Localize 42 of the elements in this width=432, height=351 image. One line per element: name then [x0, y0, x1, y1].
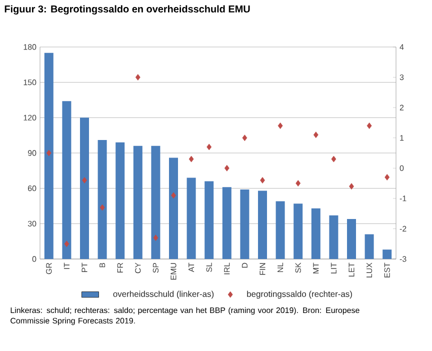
bar [80, 118, 89, 259]
point [331, 156, 336, 162]
bar [44, 52, 54, 259]
bar [364, 234, 374, 259]
point [100, 204, 105, 211]
point [64, 240, 70, 248]
bar [204, 181, 214, 259]
bar [169, 158, 178, 259]
point [46, 150, 52, 156]
bar [133, 146, 142, 259]
point [206, 144, 212, 150]
bar [294, 204, 303, 259]
bar [240, 190, 250, 259]
point [135, 74, 140, 80]
bar [98, 140, 107, 259]
bar [382, 250, 392, 259]
point [349, 183, 354, 190]
chart-title: Figuur 3: Begrotingssaldo en overheidsschuld EMU [4, 5, 250, 15]
bar [311, 208, 320, 259]
point [153, 234, 158, 241]
bar [116, 142, 125, 259]
point [242, 134, 248, 142]
point [313, 132, 318, 138]
point [224, 164, 230, 172]
bar [258, 190, 267, 259]
point [384, 174, 390, 180]
point [188, 156, 194, 162]
point [366, 122, 372, 129]
point [82, 177, 87, 184]
point [278, 122, 283, 129]
point [296, 180, 301, 186]
bar [329, 215, 338, 259]
point [171, 192, 176, 199]
bar [222, 187, 232, 259]
bar [151, 146, 160, 259]
legend-label: begrotingssaldo (rechter-as) [247, 290, 352, 299]
bar [347, 218, 356, 259]
point [260, 177, 265, 184]
legend-label: overheidsschuld (linker-as) [113, 290, 214, 299]
bar [62, 101, 72, 259]
bar [276, 201, 285, 259]
bar [186, 178, 196, 259]
